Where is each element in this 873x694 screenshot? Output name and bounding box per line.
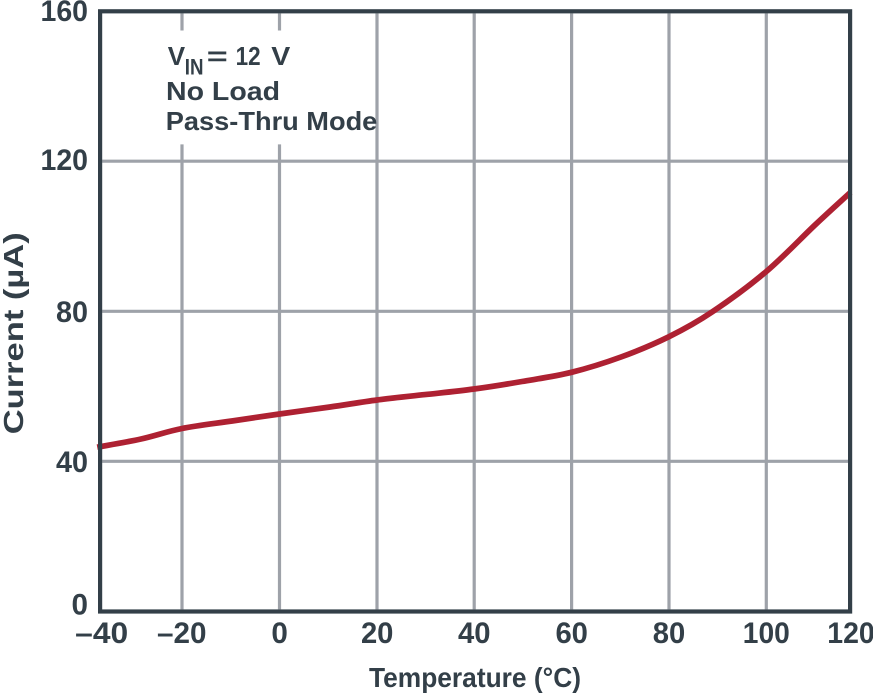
- svg-text:Temperature (°C): Temperature (°C): [369, 662, 581, 693]
- svg-text:80: 80: [653, 617, 686, 650]
- svg-text:100: 100: [743, 617, 790, 650]
- svg-text:=: =: [207, 41, 228, 71]
- svg-text:Current (µA): Current (µA): [0, 232, 29, 434]
- svg-text:0: 0: [72, 589, 89, 622]
- svg-text:120: 120: [41, 144, 89, 177]
- svg-text:V: V: [271, 41, 291, 71]
- svg-text:60: 60: [555, 617, 588, 650]
- svg-text:Pass-Thru Mode: Pass-Thru Mode: [166, 106, 377, 136]
- svg-text:120: 120: [827, 617, 873, 650]
- svg-text:40: 40: [458, 617, 491, 650]
- svg-text:0: 0: [271, 617, 288, 650]
- svg-text:–20: –20: [157, 617, 207, 650]
- svg-text:20: 20: [361, 617, 394, 650]
- svg-text:No Load: No Load: [166, 76, 280, 106]
- svg-text:–40: –40: [75, 617, 128, 650]
- svg-text:40: 40: [56, 446, 88, 479]
- svg-text:V: V: [168, 41, 186, 71]
- svg-text:IN: IN: [185, 54, 204, 79]
- svg-text:160: 160: [41, 0, 89, 28]
- svg-text:80: 80: [56, 296, 88, 329]
- svg-text:12: 12: [236, 41, 261, 71]
